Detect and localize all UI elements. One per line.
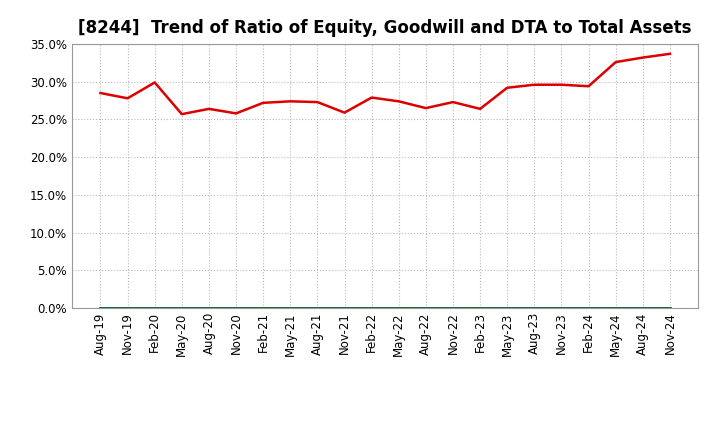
Goodwill (557, 305, 566, 311)
Equity (530, 82, 539, 88)
Equity (421, 106, 430, 111)
Deferred Tax Assets (123, 305, 132, 311)
Goodwill (367, 305, 376, 311)
Goodwill (150, 305, 159, 311)
Equity (123, 95, 132, 101)
Deferred Tax Assets (150, 305, 159, 311)
Deferred Tax Assets (611, 305, 620, 311)
Goodwill (313, 305, 322, 311)
Deferred Tax Assets (96, 305, 105, 311)
Goodwill (259, 305, 268, 311)
Equity (611, 59, 620, 65)
Deferred Tax Assets (503, 305, 511, 311)
Deferred Tax Assets (557, 305, 566, 311)
Goodwill (421, 305, 430, 311)
Equity (232, 111, 240, 116)
Goodwill (639, 305, 647, 311)
Equity (503, 85, 511, 90)
Goodwill (449, 305, 457, 311)
Goodwill (584, 305, 593, 311)
Goodwill (286, 305, 294, 311)
Deferred Tax Assets (204, 305, 213, 311)
Goodwill (123, 305, 132, 311)
Deferred Tax Assets (178, 305, 186, 311)
Deferred Tax Assets (584, 305, 593, 311)
Deferred Tax Assets (421, 305, 430, 311)
Equity (367, 95, 376, 100)
Deferred Tax Assets (639, 305, 647, 311)
Goodwill (178, 305, 186, 311)
Equity (584, 84, 593, 89)
Equity (286, 99, 294, 104)
Equity (639, 55, 647, 60)
Line: Equity: Equity (101, 54, 670, 114)
Equity (557, 82, 566, 88)
Equity (341, 110, 349, 115)
Deferred Tax Assets (259, 305, 268, 311)
Deferred Tax Assets (286, 305, 294, 311)
Equity (178, 111, 186, 117)
Deferred Tax Assets (395, 305, 403, 311)
Goodwill (204, 305, 213, 311)
Goodwill (611, 305, 620, 311)
Goodwill (232, 305, 240, 311)
Deferred Tax Assets (476, 305, 485, 311)
Deferred Tax Assets (341, 305, 349, 311)
Equity (395, 99, 403, 104)
Goodwill (476, 305, 485, 311)
Equity (665, 51, 674, 56)
Equity (204, 106, 213, 111)
Equity (96, 90, 105, 95)
Goodwill (341, 305, 349, 311)
Deferred Tax Assets (313, 305, 322, 311)
Equity (150, 80, 159, 85)
Deferred Tax Assets (232, 305, 240, 311)
Goodwill (395, 305, 403, 311)
Equity (476, 106, 485, 111)
Goodwill (503, 305, 511, 311)
Goodwill (96, 305, 105, 311)
Deferred Tax Assets (665, 305, 674, 311)
Deferred Tax Assets (449, 305, 457, 311)
Deferred Tax Assets (530, 305, 539, 311)
Equity (313, 99, 322, 105)
Title: [8244]  Trend of Ratio of Equity, Goodwill and DTA to Total Assets: [8244] Trend of Ratio of Equity, Goodwil… (78, 19, 692, 37)
Goodwill (665, 305, 674, 311)
Goodwill (530, 305, 539, 311)
Deferred Tax Assets (367, 305, 376, 311)
Equity (449, 99, 457, 105)
Equity (259, 100, 268, 106)
